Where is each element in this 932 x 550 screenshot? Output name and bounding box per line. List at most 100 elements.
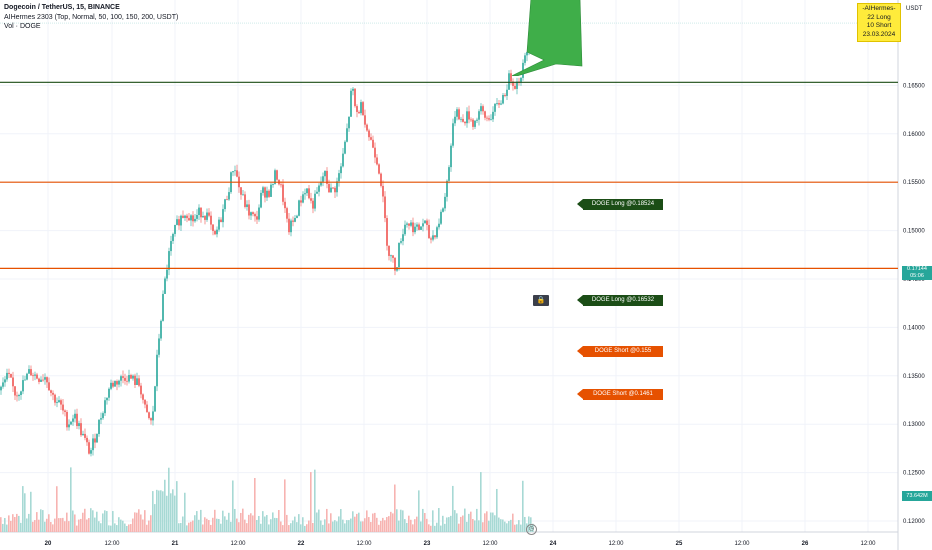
candle-body bbox=[430, 238, 432, 240]
candle-body bbox=[410, 222, 412, 226]
candle-body bbox=[96, 433, 98, 443]
volume-bar bbox=[334, 520, 336, 532]
candle-body bbox=[108, 388, 110, 398]
candle-body bbox=[68, 424, 70, 428]
candle-body bbox=[228, 192, 230, 200]
x-tick-label: 25 bbox=[676, 541, 683, 547]
volume-bar bbox=[336, 521, 338, 532]
volume-bar bbox=[370, 521, 372, 532]
candle-body bbox=[408, 223, 410, 226]
candle-body bbox=[444, 196, 446, 209]
volume-bar bbox=[92, 510, 94, 532]
volume-bar bbox=[132, 518, 134, 532]
candle-body bbox=[508, 73, 510, 90]
candle-body bbox=[448, 167, 450, 181]
volume-bar bbox=[474, 520, 476, 532]
volume-bar bbox=[510, 519, 512, 532]
volume-bar bbox=[66, 512, 68, 532]
volume-bar bbox=[114, 523, 116, 532]
level-label-short-1[interactable]: DOGE Short @0.155 bbox=[577, 346, 663, 357]
candle-body bbox=[270, 184, 272, 197]
candle-body bbox=[196, 215, 198, 219]
volume-bar bbox=[196, 511, 198, 532]
candle-body bbox=[370, 137, 372, 140]
candle-body bbox=[66, 411, 68, 428]
volume-bar bbox=[496, 488, 498, 532]
volume-bar bbox=[42, 510, 44, 532]
candle-body bbox=[426, 220, 428, 225]
volume-bar bbox=[116, 525, 118, 532]
candle-body bbox=[210, 215, 212, 225]
candle-body bbox=[402, 234, 404, 242]
volume-bar bbox=[54, 518, 56, 532]
volume-bar bbox=[388, 516, 390, 532]
volume-bar bbox=[28, 513, 30, 532]
candle-body bbox=[178, 219, 180, 226]
x-tick-label: 23 bbox=[424, 541, 431, 547]
candle-body bbox=[92, 438, 94, 451]
candle-body bbox=[38, 378, 40, 382]
volume-bar bbox=[166, 495, 168, 532]
volume-bar bbox=[232, 480, 234, 532]
candle-body bbox=[366, 124, 368, 131]
volume-bar bbox=[16, 513, 18, 532]
candle-body bbox=[104, 400, 106, 414]
indicator-label[interactable]: AIHermes 2303 (Top, Normal, 50, 100, 150… bbox=[4, 14, 179, 21]
volume-bar bbox=[522, 480, 524, 532]
volume-bar bbox=[192, 520, 194, 532]
volume-bar bbox=[428, 524, 430, 532]
lock-icon[interactable]: 🔒 bbox=[533, 295, 549, 306]
volume-bar bbox=[436, 522, 438, 532]
candle-body bbox=[90, 450, 92, 454]
y-tick-label: 0.12500 bbox=[903, 471, 925, 477]
volume-bar bbox=[502, 519, 504, 532]
candle-body bbox=[394, 257, 396, 271]
volume-bar bbox=[220, 523, 222, 532]
volume-bar bbox=[70, 467, 72, 532]
candle-body bbox=[144, 399, 146, 405]
candle-body bbox=[78, 423, 80, 427]
candle-body bbox=[498, 103, 500, 105]
volume-bar bbox=[368, 517, 370, 532]
volume-bar bbox=[100, 523, 102, 532]
candle-body bbox=[52, 392, 54, 395]
candle-body bbox=[142, 394, 144, 400]
candle-body bbox=[262, 187, 264, 193]
candle-body bbox=[380, 173, 382, 186]
volume-bar bbox=[274, 517, 276, 532]
last-price-value: 0.17144 bbox=[907, 266, 927, 272]
volume-bar bbox=[216, 518, 218, 532]
volume-bar bbox=[356, 513, 358, 532]
candle-body bbox=[292, 220, 294, 222]
candle-body bbox=[140, 385, 142, 395]
candle-body bbox=[514, 85, 516, 89]
candle-body bbox=[100, 418, 102, 420]
volume-bar bbox=[410, 519, 412, 532]
candle-body bbox=[34, 374, 36, 376]
volume-bar bbox=[272, 512, 274, 532]
clock-icon[interactable]: ◷ bbox=[526, 524, 537, 535]
candle-body bbox=[120, 376, 122, 381]
candle-body bbox=[232, 171, 234, 173]
volume-bar bbox=[130, 524, 132, 532]
volume-bar bbox=[312, 522, 314, 532]
candle-body bbox=[26, 373, 28, 380]
level-label-long-2[interactable]: DOGE Long @0.16532 bbox=[577, 295, 663, 306]
candle-body bbox=[346, 128, 348, 142]
axis-unit[interactable]: USDT bbox=[906, 6, 923, 12]
candle-body bbox=[252, 212, 254, 215]
volume-bar bbox=[190, 521, 192, 532]
candle-body bbox=[118, 380, 120, 385]
volume-bar bbox=[62, 517, 64, 532]
volume-bar bbox=[518, 520, 520, 532]
level-label-short-2[interactable]: DOGE Short @0.1461 bbox=[577, 389, 663, 400]
candle-body bbox=[326, 170, 328, 184]
volume-label[interactable]: Vol · DOGE bbox=[4, 23, 41, 30]
candle-body bbox=[174, 224, 176, 234]
candle-body bbox=[454, 116, 456, 124]
candle-body bbox=[512, 81, 514, 86]
candle-body bbox=[122, 376, 124, 378]
candle-body bbox=[462, 118, 464, 122]
level-label-long-1[interactable]: DOGE Long @0.18524 bbox=[577, 199, 663, 210]
